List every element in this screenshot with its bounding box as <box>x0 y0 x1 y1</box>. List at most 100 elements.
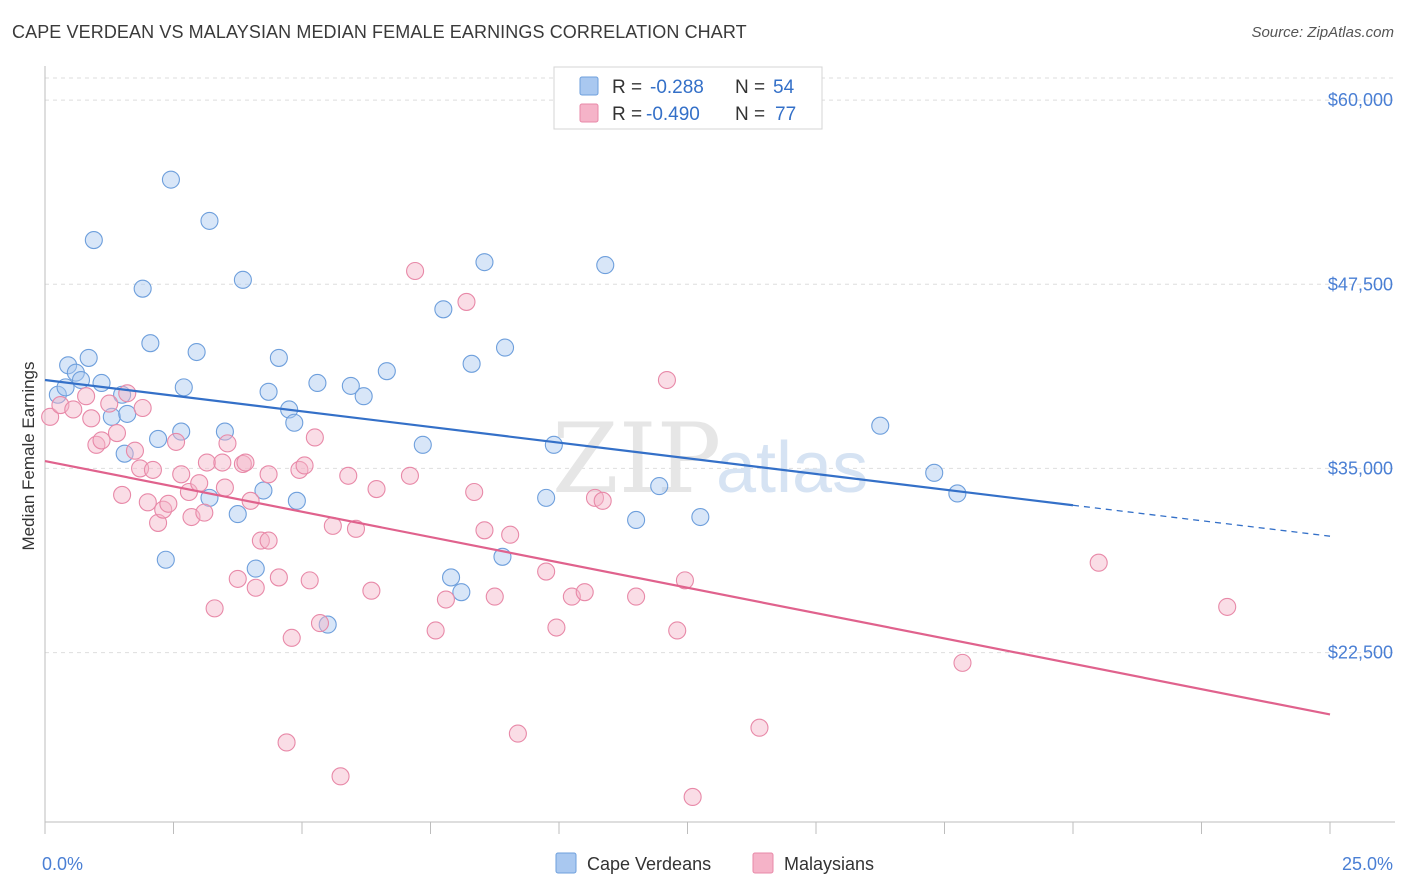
malaysian-point-25 <box>205 599 224 618</box>
watermark-atlas: atlas <box>716 428 868 508</box>
malaysian-point-57 <box>485 587 504 606</box>
x-tick-label-max: 25.0% <box>1342 854 1393 874</box>
y-tick-label-3: $60,000 <box>1328 90 1393 110</box>
malaysian-point-10 <box>118 384 137 403</box>
bottom-legend-swatch-cape-verdeans <box>555 852 577 874</box>
malaysian-point-19 <box>172 465 191 484</box>
malaysian-point-26 <box>213 453 232 472</box>
legend-box <box>553 66 823 130</box>
legend-r-label-1: R = <box>612 77 642 98</box>
malaysian-point-40 <box>295 456 314 475</box>
correlation-legend: R = -0.288 N = 54 R = -0.490 N = 77 <box>553 66 823 130</box>
cape-verdean-point-32 <box>341 376 360 395</box>
series-legend: Cape Verdeans Malaysians <box>555 852 874 874</box>
malaysian-point-54 <box>457 292 476 311</box>
cape-verdean-point-7 <box>92 373 111 393</box>
malaysian-point-47 <box>346 519 366 538</box>
cape-verdean-point-20 <box>215 422 234 441</box>
malaysian-point-11 <box>125 441 144 460</box>
malaysian-point-46 <box>339 466 358 485</box>
malaysian-point-45 <box>331 767 350 786</box>
malaysian-point-33 <box>251 531 270 550</box>
cape-verdean-point-45 <box>596 256 615 275</box>
malaysian-point-27 <box>215 478 234 497</box>
y-axis-label: Median Female Earnings <box>19 362 38 551</box>
cape-verdean-point-51 <box>948 484 967 503</box>
malaysian-point-38 <box>282 628 301 647</box>
cape-verdean-point-5 <box>79 348 98 367</box>
malaysian-point-75 <box>218 434 237 453</box>
malaysian-point-59 <box>508 724 527 743</box>
malaysian-point-51 <box>406 261 425 281</box>
malaysian-point-4 <box>82 409 101 428</box>
malaysian-point-24 <box>197 453 216 472</box>
x-tick-label-min: 0.0% <box>42 854 83 874</box>
cape-verdean-point-15 <box>161 170 180 189</box>
malaysian-point-15 <box>149 513 168 532</box>
malaysian-point-3 <box>77 387 96 406</box>
cape-verdean-point-43 <box>537 488 556 507</box>
legend-r-value-1: -0.288 <box>650 77 704 98</box>
malaysian-point-76 <box>133 398 152 418</box>
malaysian-point-36 <box>269 568 288 587</box>
cape-verdean-point-42 <box>495 338 515 357</box>
cape-verdean-point-50 <box>925 463 944 482</box>
malaysian-point-23 <box>195 503 214 522</box>
malaysian-point-71 <box>750 718 769 737</box>
cape-verdean-point-53 <box>172 422 191 441</box>
malaysian-point-63 <box>575 583 594 602</box>
cape-verdean-point-8 <box>102 407 121 426</box>
malaysian-point-9 <box>113 485 132 504</box>
malaysian-point-74 <box>1218 597 1237 616</box>
malaysian-point-41 <box>300 571 319 590</box>
cape-verdean-point-18 <box>200 211 219 230</box>
cape-verdean-point-31 <box>318 615 337 634</box>
malaysian-point-16 <box>154 500 173 519</box>
malaysian-point-0 <box>41 407 60 426</box>
legend-swatch-cape-verdeans <box>579 76 599 96</box>
malaysian-point-37 <box>277 733 296 752</box>
cape-verdean-point-36 <box>434 300 453 319</box>
malaysian-point-28 <box>228 569 247 588</box>
cape-verdean-point-24 <box>254 481 273 500</box>
cape-verdean-trend-line-extension <box>1072 504 1331 537</box>
legend-n-label-1: N = <box>735 77 765 98</box>
cape-verdean-point-47 <box>650 477 669 496</box>
cape-verdean-point-40 <box>475 253 494 272</box>
cape-verdean-point-46 <box>627 510 646 530</box>
malaysian-point-72 <box>953 653 972 672</box>
cape-verdean-point-28 <box>285 413 304 432</box>
malaysian-point-14 <box>143 460 162 479</box>
malaysian-point-61 <box>547 618 566 637</box>
cape-verdean-point-12 <box>141 334 160 353</box>
malaysian-point-48 <box>362 581 381 600</box>
malaysian-point-13 <box>138 493 157 512</box>
cape-verdean-point-48 <box>691 507 710 527</box>
malaysian-point-58 <box>501 525 520 544</box>
chart-title: CAPE VERDEAN VS MALAYSIAN MEDIAN FEMALE … <box>12 22 747 42</box>
cape-verdean-point-38 <box>452 583 471 602</box>
bottom-legend-cape-verdeans: Cape Verdeans <box>587 854 711 874</box>
malaysian-point-49 <box>367 479 386 499</box>
malaysian-point-18 <box>167 432 186 451</box>
cape-verdean-point-10 <box>118 404 137 423</box>
cape-verdean-point-6 <box>84 231 103 250</box>
legend-r-label-2: R = <box>612 104 642 125</box>
malaysian-point-65 <box>593 491 612 510</box>
cape-verdean-point-13 <box>149 429 168 449</box>
cape-verdean-point-23 <box>246 559 265 578</box>
cape-verdean-point-33 <box>354 387 373 406</box>
malaysian-trend-line <box>44 459 1331 716</box>
malaysian-point-50 <box>400 466 419 485</box>
cape-verdean-point-34 <box>377 362 396 381</box>
cape-verdean-point-16 <box>174 378 193 397</box>
cape-verdean-point-0 <box>48 385 67 404</box>
malaysian-point-60 <box>537 562 556 581</box>
malaysian-point-66 <box>627 587 646 606</box>
cape-verdean-point-37 <box>442 568 461 587</box>
cape-verdean-point-29 <box>287 491 306 510</box>
y-tick-label-2: $47,500 <box>1328 274 1393 294</box>
cape-verdean-point-52 <box>115 444 134 463</box>
cape-verdean-point-35 <box>413 435 432 454</box>
